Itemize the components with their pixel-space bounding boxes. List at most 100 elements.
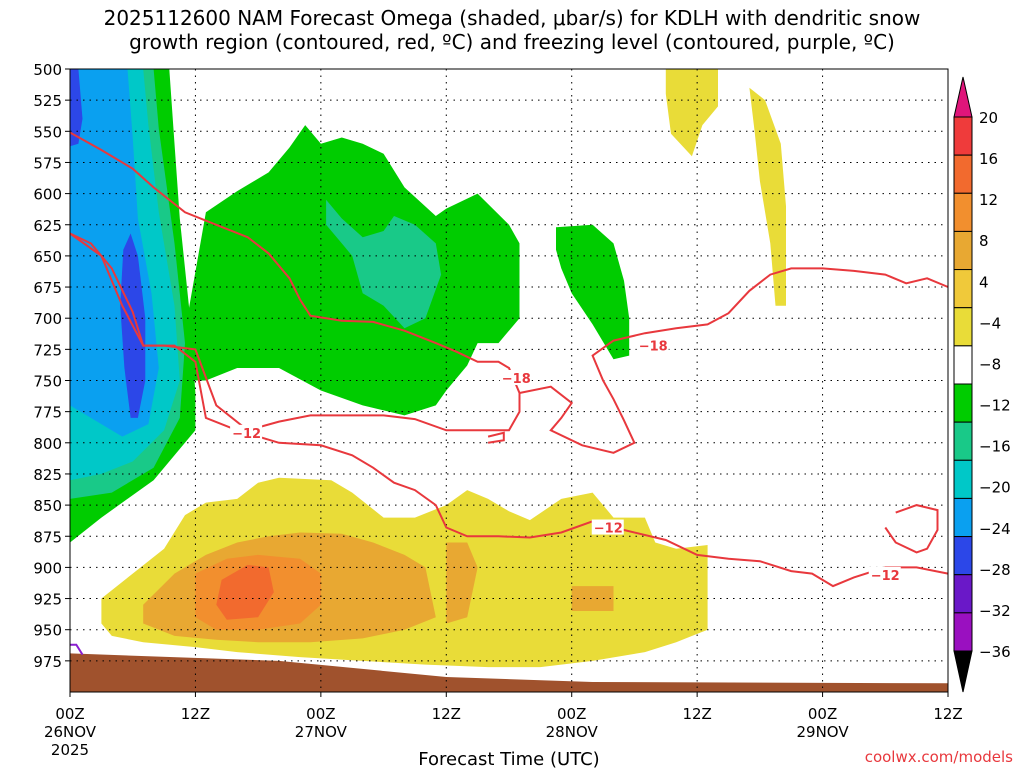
colorbar-swatch-10 [953, 497, 973, 538]
colorbar-swatch-0 [953, 116, 973, 156]
y-tick-label-2: 550 [33, 123, 62, 141]
surface-terrain [70, 653, 948, 692]
x-tick-date-4: 28NOV [546, 723, 599, 741]
colorbar-swatch-2 [953, 192, 973, 232]
colorbar-swatch-9 [953, 459, 973, 499]
y-tick-label-10: 750 [33, 373, 62, 391]
y-tick-label-3: 575 [33, 154, 62, 172]
omega-region-14 [216, 564, 274, 620]
colorbar-label-5: −4 [979, 314, 1001, 332]
omega-region-4 [326, 199, 442, 329]
chart-title-line2: growth region (contoured, red, ºC) and f… [129, 30, 895, 54]
colorbar-label-7: −12 [979, 397, 1011, 415]
y-tick-label-5: 625 [33, 217, 62, 235]
y-tick-label-13: 825 [33, 466, 62, 484]
x-axis-label: Forecast Time (UTC) [418, 749, 599, 768]
y-tick-label-9: 725 [33, 341, 62, 359]
y-tick-label-0: 500 [33, 61, 62, 79]
omega-shaded-regions [70, 69, 786, 668]
colorbar-label-10: −24 [979, 520, 1011, 538]
credit-text: coolwx.com/models [865, 748, 1013, 766]
x-tick-label-3: 12Z [432, 705, 461, 723]
contour-label-0: −12 [232, 427, 261, 442]
colorbar-label-4: 4 [979, 273, 989, 291]
y-tick-label-12: 800 [33, 435, 62, 453]
y-tick-label-6: 650 [33, 248, 62, 266]
omega-region-7 [70, 69, 83, 147]
x-tick-label-0: 00Z [55, 705, 84, 723]
x-tick-date-0: 26NOV [44, 723, 97, 741]
colorbar-swatch-7 [953, 383, 973, 423]
chart-title: 2025112600 NAM Forecast Omega (shaded, μ… [0, 6, 1024, 54]
x-tick-label-2: 00Z [306, 705, 335, 723]
x-tick-date-6: 29NOV [797, 723, 850, 741]
colorbar-label-3: 8 [979, 232, 989, 250]
contour-label-2: −18 [639, 340, 668, 355]
colorbar-label-13: −36 [979, 643, 1011, 661]
colorbar-label-6: −8 [979, 355, 1001, 373]
y-tick-label-16: 900 [33, 559, 62, 577]
y-axis: 500 525 550 575 600 625 650 675 700 725 750 775 800 8… [33, 61, 70, 671]
y-tick-label-17: 925 [33, 591, 62, 609]
colorbar-label-12: −32 [979, 602, 1011, 620]
contour-label-bg-4 [868, 566, 901, 582]
colorbar-swatch-4 [953, 269, 973, 309]
x-tick-label-6: 00Z [808, 705, 837, 723]
omega-region-11 [446, 542, 478, 624]
colorbar-label-0: 20 [979, 109, 998, 127]
contour-label-bg-3 [591, 519, 624, 535]
colorbar-swatch-3 [953, 230, 973, 271]
dgz-contour-2 [69, 232, 949, 588]
colorbar: 20 16 12 8 4 −4 −8 −12 −16 −20 −24 −28 −32 −36 [953, 76, 1011, 693]
omega-region-1 [185, 125, 520, 416]
colorbar-swatch-13 [953, 612, 973, 652]
omega-region-15 [665, 69, 718, 157]
omega-region-16 [749, 87, 786, 306]
x-tick-label-4: 00Z [557, 705, 586, 723]
terrain-shape [70, 653, 948, 692]
y-tick-label-19: 975 [33, 653, 62, 671]
contour-label-1: −18 [502, 372, 531, 387]
colorbar-label-1: 16 [979, 150, 998, 168]
contour-label-4: −12 [871, 569, 900, 584]
colorbar-swatch-6 [953, 345, 973, 385]
x-tick-label-5: 12Z [682, 705, 711, 723]
chart-title-line1: 2025112600 NAM Forecast Omega (shaded, μ… [103, 6, 921, 30]
colorbar-label-8: −16 [979, 438, 1011, 456]
colorbar-swatch-5 [953, 307, 973, 347]
contour-lines: −12 −18 −18 −12 −12 [69, 131, 949, 656]
x-tick-label-7: 12Z [933, 705, 962, 723]
colorbar-top-triangle [953, 76, 973, 118]
colorbar-label-2: 12 [979, 191, 998, 209]
colorbar-bottom-triangle [953, 650, 973, 693]
colorbar-label-11: −28 [979, 561, 1011, 579]
freezing-level-contour [70, 643, 84, 656]
dgz-contour-3 [884, 504, 939, 554]
y-tick-label-18: 950 [33, 622, 62, 640]
x-tick-year-0: 2025 [51, 741, 89, 759]
x-tick-date-2: 27NOV [295, 723, 348, 741]
y-tick-label-1: 525 [33, 92, 62, 110]
colorbar-label-9: −20 [979, 479, 1011, 497]
y-tick-label-4: 600 [33, 186, 62, 204]
y-tick-label-7: 675 [33, 279, 62, 297]
dgz-contour-4 [487, 431, 505, 444]
colorbar-swatch-11 [953, 536, 973, 576]
contour-label-bg-1 [499, 370, 532, 386]
omega-region-2 [556, 224, 630, 360]
colorbar-swatch-8 [953, 421, 973, 461]
y-tick-label-8: 700 [33, 310, 62, 328]
omega-region-12 [571, 586, 614, 611]
contour-label-3: −12 [594, 522, 623, 537]
colorbar-swatch-1 [953, 154, 973, 194]
y-tick-label-14: 850 [33, 497, 62, 515]
contour-label-bg-0 [230, 424, 263, 440]
y-tick-label-15: 875 [33, 528, 62, 546]
y-tick-label-11: 775 [33, 404, 62, 422]
x-tick-label-1: 12Z [181, 705, 210, 723]
dgz-contour-1 [519, 267, 949, 454]
contour-label-bg-2 [636, 337, 669, 353]
colorbar-swatch-12 [953, 574, 973, 614]
